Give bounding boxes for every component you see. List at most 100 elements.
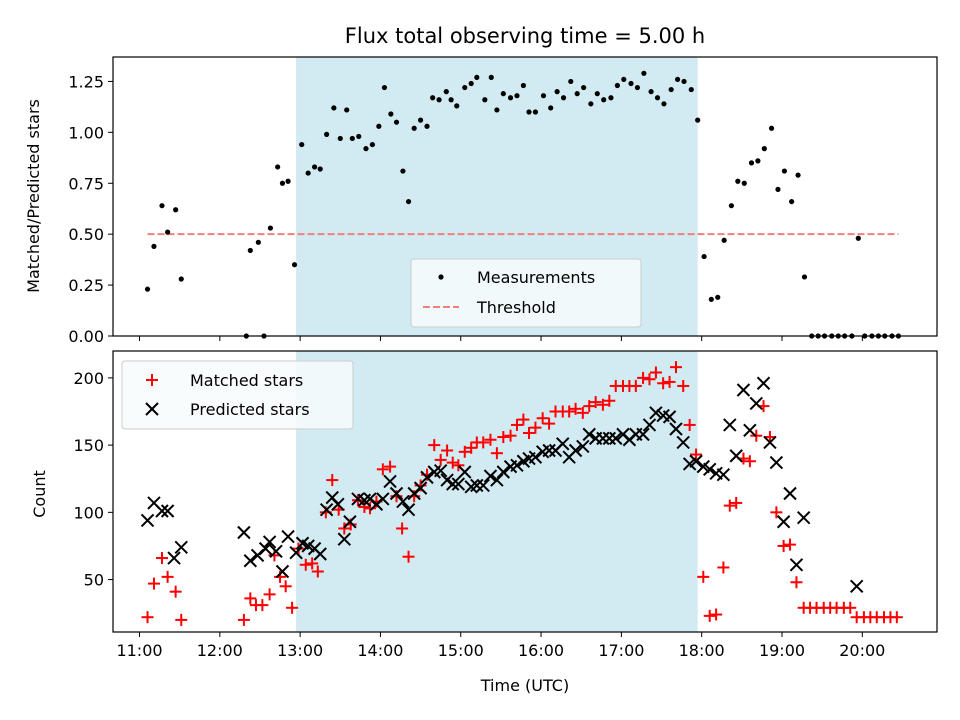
measurement-point xyxy=(462,84,468,91)
bottom-x-tick-label: 11:00 xyxy=(116,641,162,660)
bottom-y-tick-label: 200 xyxy=(73,369,104,388)
measurement-point xyxy=(436,97,442,103)
measurement-point xyxy=(855,235,861,241)
measurement-point xyxy=(514,93,520,99)
matched-star-point xyxy=(237,613,250,626)
predicted-star-point xyxy=(776,515,791,529)
matched-star-point xyxy=(890,611,903,624)
predicted-star-point xyxy=(689,454,703,468)
predicted-star-point xyxy=(796,511,811,525)
predicted-stars-points xyxy=(140,376,864,593)
matched-star-point xyxy=(311,565,324,578)
measurement-point xyxy=(291,262,298,268)
measurement-point xyxy=(789,198,795,205)
predicted-star-point xyxy=(433,463,448,478)
matched-star-point xyxy=(428,439,441,452)
predicted-star-point xyxy=(401,502,416,517)
predicted-star-point xyxy=(596,431,610,446)
top-y-tick-label: 0.25 xyxy=(68,276,104,295)
bottom-x-tick-label: 20:00 xyxy=(839,641,885,660)
matched-star-point xyxy=(326,474,339,487)
chart-title: Flux total observing time = 5.00 h xyxy=(345,24,705,48)
matched-star-point xyxy=(536,412,549,425)
predicted-star-point xyxy=(420,470,434,485)
measurement-point xyxy=(255,239,261,245)
measurement-point xyxy=(554,89,560,95)
predicted-legend-label: Predicted stars xyxy=(190,400,310,419)
measurement-point xyxy=(668,86,674,93)
bottom-y-tick-label: 50 xyxy=(84,571,104,590)
predicted-star-point xyxy=(376,492,390,506)
measurement-point xyxy=(494,107,500,113)
matched-star-point xyxy=(683,418,696,431)
matched-star-point xyxy=(263,588,276,601)
predicted-star-point xyxy=(649,406,663,420)
matched-star-point xyxy=(256,599,269,612)
matched-star-point xyxy=(363,502,376,515)
predicted-star-point xyxy=(331,497,345,511)
measurement-point xyxy=(775,186,781,192)
predicted-star-point xyxy=(337,532,352,546)
bottom-y-axis-label: Count xyxy=(30,470,49,518)
bottom-x-tick-label: 14:00 xyxy=(357,641,403,660)
matched-star-point xyxy=(643,373,656,386)
predicted-star-point xyxy=(743,423,757,438)
matched-star-point xyxy=(141,611,154,624)
measurement-point xyxy=(661,101,667,107)
predicted-star-point xyxy=(662,410,677,424)
predicted-star-point xyxy=(167,551,181,565)
predicted-star-point xyxy=(609,431,623,446)
measurement-point xyxy=(735,178,741,184)
predicted-star-point xyxy=(470,478,484,493)
predicted-star-point xyxy=(510,458,524,472)
bottom-x-tick-label: 17:00 xyxy=(598,641,644,660)
predicted-star-point xyxy=(140,513,155,528)
matched-star-point xyxy=(452,459,465,472)
predicted-star-point xyxy=(313,547,327,561)
matched-star-point xyxy=(279,580,292,593)
predicted-star-point xyxy=(703,462,717,477)
predicted-star-point xyxy=(676,435,690,450)
measurement-point xyxy=(376,123,382,129)
top-y-tick-label: 0.50 xyxy=(68,225,104,244)
top-y-tick-label: 0.00 xyxy=(68,327,104,346)
measurement-point xyxy=(654,95,661,101)
measurement-point xyxy=(628,80,634,87)
measurement-point xyxy=(701,253,707,260)
bottom-x-tick-label: 19:00 xyxy=(759,641,805,660)
measurement-point xyxy=(648,89,654,95)
matched-star-point xyxy=(784,538,797,551)
top-legend: Measurements Threshold xyxy=(410,258,642,328)
x-axis-label: Time (UTC) xyxy=(480,676,569,695)
predicted-star-point xyxy=(568,443,583,458)
predicted-star-point xyxy=(723,418,737,432)
measurement-point xyxy=(768,125,775,131)
matched-star-point xyxy=(338,522,351,535)
measurement-point xyxy=(721,237,727,243)
measurement-point xyxy=(621,76,627,83)
measurement-point xyxy=(488,74,494,80)
measurement-point xyxy=(178,276,184,282)
bottom-observing-span xyxy=(296,351,698,632)
predicted-star-point xyxy=(736,383,751,397)
matched-star-point xyxy=(446,456,459,469)
predicted-star-point xyxy=(528,450,543,464)
top-y-axis-label: Matched/Predicted stars xyxy=(24,99,43,293)
top-axis-ticks: 0.00 0.25 0.50 0.75 1.00 1.25 xyxy=(68,72,863,346)
predicted-star-point xyxy=(237,525,251,540)
predicted-star-point xyxy=(160,504,175,518)
predicted-star-point xyxy=(396,494,410,509)
bottom-shaded-span xyxy=(296,351,698,632)
predicted-star-point xyxy=(669,422,683,436)
top-legend-box xyxy=(410,258,642,328)
matched-star-point xyxy=(441,444,454,457)
predicted-star-point xyxy=(716,467,731,482)
measurement-point xyxy=(424,123,430,129)
matched-star-point xyxy=(458,445,471,458)
top-panel: 0.00 0.25 0.50 0.75 1.00 1.25 Matched/Predict… xyxy=(24,56,938,346)
predicted-star-point xyxy=(319,502,334,517)
matched-star-point xyxy=(563,405,576,418)
matched-star-point xyxy=(576,406,589,419)
matched-star-point xyxy=(402,550,415,563)
